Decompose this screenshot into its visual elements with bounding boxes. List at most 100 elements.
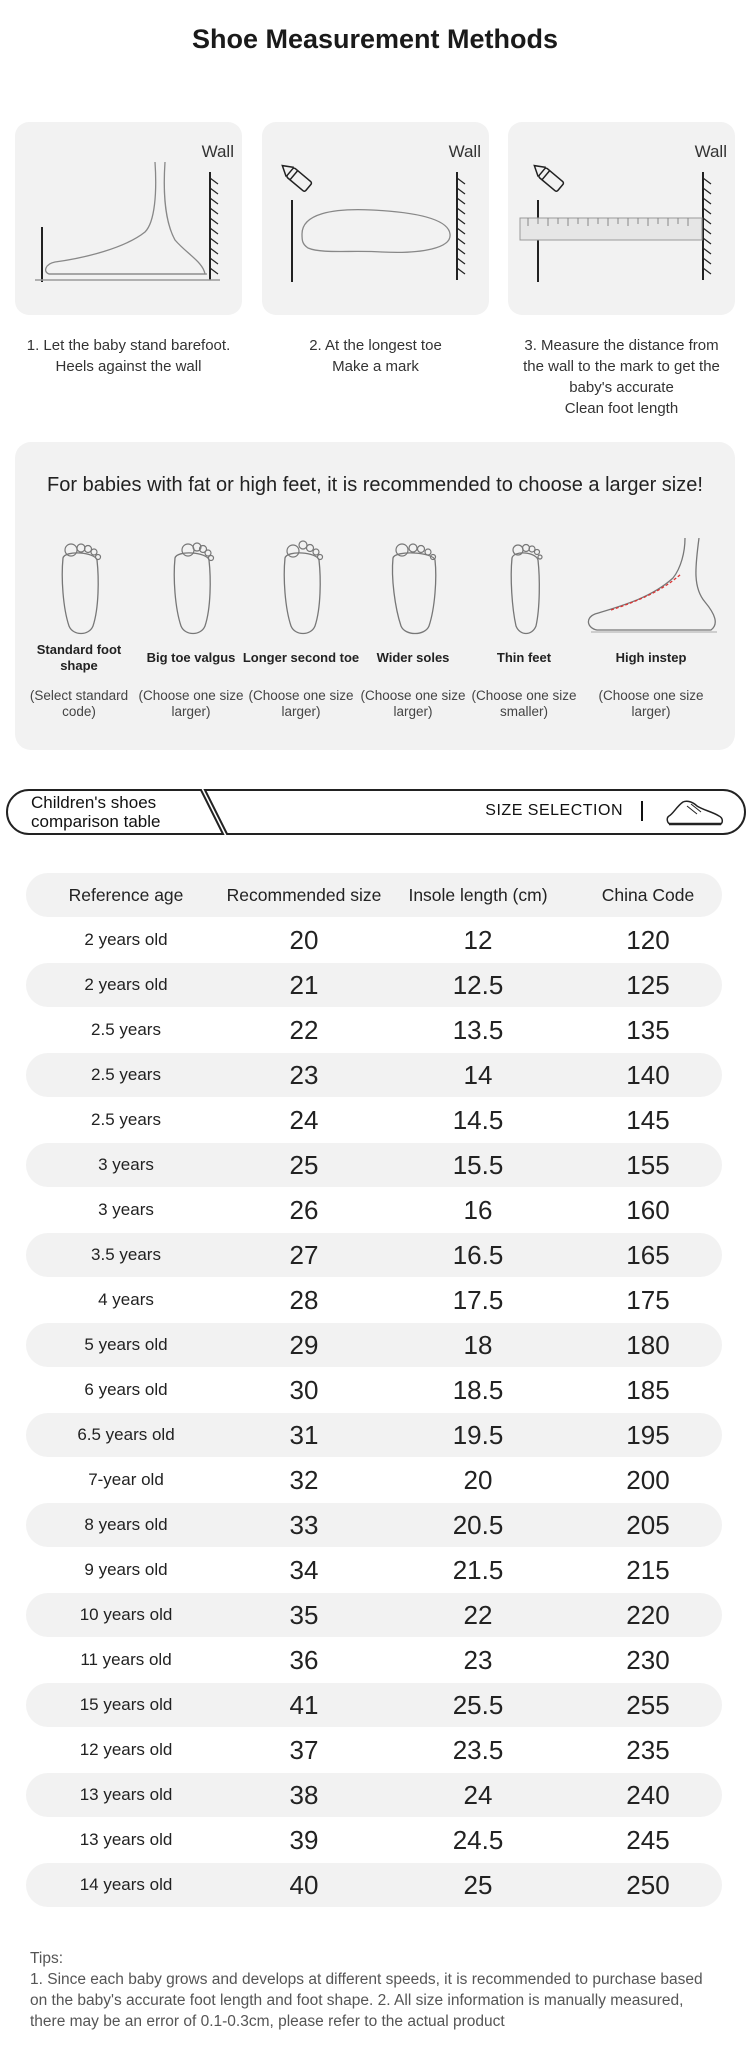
size-selection-banner: Children's shoes comparison table SIZE S… <box>5 788 747 836</box>
foot-shape-note: (Choose one size larger) <box>598 688 704 719</box>
age-cell: 2.5 years <box>91 1065 161 1084</box>
china-code-cell: 185 <box>626 1374 670 1405</box>
divider-bar <box>641 801 643 821</box>
china-code-cell: 160 <box>626 1194 670 1225</box>
table-row: 13 years old 39 24.5 245 <box>26 1818 722 1862</box>
insole-length-cell: 12 <box>463 924 493 955</box>
step-caption: 3. Measure the distance from the wall to… <box>508 335 735 419</box>
caption-line: 2. At the longest toe <box>309 337 442 354</box>
china-code-cell: 245 <box>626 1824 670 1855</box>
insole-length-cell: 20.5 <box>452 1509 504 1540</box>
insole-length-cell: 14.5 <box>452 1104 504 1135</box>
table-header-row: Reference age Recommended size Insole le… <box>26 873 722 917</box>
size-cell: 38 <box>289 1779 319 1810</box>
insole-length-cell: 16.5 <box>452 1239 504 1270</box>
size-cell: 34 <box>289 1554 319 1585</box>
banner-title: Children's shoes comparison table <box>31 793 161 831</box>
foot-shape-thin-feet: Thin feet (Choose one size smaller) <box>465 538 583 719</box>
foot-outline-icon <box>281 164 466 282</box>
thin-foot-icon <box>510 543 543 635</box>
size-comparison-table: Reference age Recommended size Insole le… <box>26 873 722 1908</box>
foot-shape-name: Standard foot shape <box>36 642 122 673</box>
china-code-cell: 195 <box>626 1419 670 1450</box>
china-code-cell: 230 <box>626 1644 670 1675</box>
insole-length-cell: 25.5 <box>452 1689 504 1720</box>
step-caption: 1. Let the baby stand barefoot. Heels ag… <box>15 335 242 377</box>
age-cell: 7-year old <box>88 1470 164 1489</box>
table-body: 2 years old 20 12 120 2 years old 21 12.5 125 2.… <box>26 918 722 1907</box>
caption-line: 3. Measure the distance from <box>524 337 719 354</box>
pencil-icon <box>533 164 565 192</box>
table-row: 6 years old 30 18.5 185 <box>26 1368 722 1412</box>
caption-line: Make a mark <box>332 358 419 375</box>
insole-length-cell: 23.5 <box>452 1734 504 1765</box>
step-caption: 2. At the longest toe Make a mark <box>262 335 489 377</box>
age-cell: 13 years old <box>79 1830 173 1849</box>
age-cell: 5 years old <box>84 1335 168 1354</box>
table-row: 6.5 years old 31 19.5 195 <box>26 1413 722 1457</box>
foot-shape-big-toe-valgus: Big toe valgus (Choose one size larger) <box>132 538 250 719</box>
age-cell: 3.5 years <box>91 1245 161 1264</box>
table-row: 11 years old 36 23 230 <box>26 1638 722 1682</box>
table-row: 7-year old 32 20 200 <box>26 1458 722 1502</box>
size-cell: 28 <box>289 1284 319 1315</box>
insole-length-cell: 14 <box>463 1059 493 1090</box>
measurement-step-3: Wall 3. Measure the distance from the wa… <box>508 122 735 419</box>
caption-line: baby's accurate <box>569 379 674 396</box>
table-row: 8 years old 33 20.5 205 <box>26 1503 722 1547</box>
table-row: 2 years old 21 12.5 125 <box>26 963 722 1007</box>
table-row: 3 years 25 15.5 155 <box>26 1143 722 1187</box>
table-row: 5 years old 29 18 180 <box>26 1323 722 1367</box>
table-row: 3.5 years 27 16.5 165 <box>26 1233 722 1277</box>
high-instep-foot-icon <box>587 538 717 633</box>
foot-shape-panel: For babies with fat or high feet, it is … <box>15 442 735 750</box>
standard-foot-icon <box>61 543 102 635</box>
pencil-icon <box>281 164 313 192</box>
table-row: 2 years old 20 12 120 <box>26 918 722 962</box>
china-code-cell: 175 <box>626 1284 670 1315</box>
size-cell: 24 <box>289 1104 319 1135</box>
foot-shape-note: (Choose one size larger) <box>138 688 244 719</box>
insole-length-cell: 18.5 <box>452 1374 504 1405</box>
age-cell: 3 years <box>98 1200 154 1219</box>
insole-length-cell: 20 <box>463 1464 493 1495</box>
foot-shape-high-instep: High instep (Choose one size larger) <box>581 538 721 719</box>
ruler-icon <box>519 164 712 282</box>
table-row: 14 years old 40 25 250 <box>26 1863 722 1907</box>
tips-label: Tips: <box>30 1950 64 1967</box>
caption-line: Heels against the wall <box>55 358 202 375</box>
age-cell: 6 years old <box>84 1380 168 1399</box>
china-code-cell: 165 <box>626 1239 670 1270</box>
age-cell: 9 years old <box>84 1560 168 1579</box>
size-selection-label: SIZE SELECTION <box>485 802 623 819</box>
table-row: 2.5 years 23 14 140 <box>26 1053 722 1097</box>
foot-shape-name: High instep <box>615 650 687 665</box>
step-illustration: Wall <box>508 122 735 315</box>
caption-line: Clean foot length <box>564 400 679 417</box>
caption-line: 1. Let the baby stand barefoot. <box>26 337 231 354</box>
size-cell: 29 <box>289 1329 319 1360</box>
size-cell: 31 <box>289 1419 319 1450</box>
step-illustration: Wall <box>262 122 489 315</box>
china-code-cell: 235 <box>626 1734 670 1765</box>
size-cell: 25 <box>289 1149 319 1180</box>
china-code-cell: 180 <box>626 1329 670 1360</box>
age-cell: 3 years <box>98 1155 154 1174</box>
size-cell: 36 <box>289 1644 319 1675</box>
age-cell: 15 years old <box>79 1695 173 1714</box>
caption-line: the wall to the mark to get the <box>523 358 720 375</box>
age-cell: 2 years old <box>84 930 168 949</box>
column-header: China Code <box>601 884 695 905</box>
china-code-cell: 145 <box>626 1104 670 1135</box>
banner-frame <box>6 789 746 835</box>
shoe-icon <box>666 800 724 826</box>
foot-shape-standard: Standard foot shape (Select standard cod… <box>20 538 138 719</box>
table-row: 2.5 years 24 14.5 145 <box>26 1098 722 1142</box>
foot-shape-heading: For babies with fat or high feet, it is … <box>47 474 703 496</box>
foot-shape-wider-soles: Wider soles (Choose one size larger) <box>354 538 472 719</box>
table-row: 3 years 26 16 160 <box>26 1188 722 1232</box>
size-cell: 20 <box>289 924 319 955</box>
insole-length-cell: 24.5 <box>452 1824 504 1855</box>
foot-shape-note: (Choose one size larger) <box>360 688 466 719</box>
size-cell: 37 <box>289 1734 319 1765</box>
